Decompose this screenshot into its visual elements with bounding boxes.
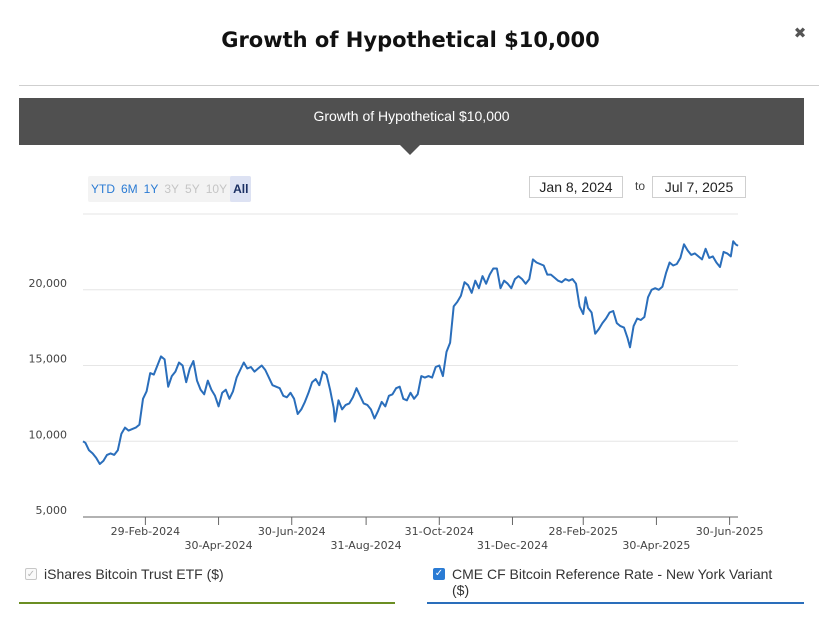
range-all-button[interactable]: All: [230, 176, 252, 202]
y-axis-ticks: 5,000 10,000 15,000 20,000: [29, 277, 68, 517]
x-tick-label: 30-Apr-2024: [185, 539, 253, 552]
modal-title: Growth of Hypothetical $10,000: [221, 28, 600, 52]
y-tick-label: 10,000: [29, 428, 68, 441]
x-axis: 29-Feb-2024 30-Apr-2024 30-Jun-2024 31-Aug-…: [83, 516, 764, 552]
range-selector: YTD 6M 1Y 3Y 5Y 10Y All: [88, 176, 252, 202]
range-3y-button: 3Y: [164, 182, 180, 196]
range-10y-button: 10Y: [205, 182, 228, 196]
x-tick-label: 29-Feb-2024: [111, 525, 180, 538]
title-divider: [19, 85, 819, 86]
y-tick-label: 15,000: [29, 353, 68, 366]
range-1y-button[interactable]: 1Y: [143, 182, 159, 196]
chart-gridlines: [83, 213, 738, 442]
legend-checkbox-ishares[interactable]: ✓: [25, 568, 37, 580]
x-tick-label: 30-Jun-2024: [258, 525, 326, 538]
x-tick-label: 31-Oct-2024: [405, 525, 474, 538]
date-from-input[interactable]: Jan 8, 2024: [529, 176, 623, 198]
range-6m-button[interactable]: 6M: [121, 182, 138, 196]
x-tick-label: 31-Dec-2024: [477, 539, 548, 552]
date-range-separator: to: [635, 179, 646, 193]
chart-title: Growth of Hypothetical $10,000: [313, 108, 510, 124]
range-5y-button: 5Y: [185, 182, 200, 196]
banner-caret-icon: [400, 145, 420, 155]
legend-underline-cme-cf: [427, 602, 804, 604]
x-tick-label: 30-Jun-2025: [696, 525, 764, 538]
x-tick-label: 28-Feb-2025: [549, 525, 618, 538]
y-tick-label: 5,000: [36, 504, 68, 517]
x-tick-label: 31-Aug-2024: [331, 539, 402, 552]
legend-label-cme-cf: CME CF Bitcoin Reference Rate - New York…: [452, 566, 773, 598]
chart-title-banner: Growth of Hypothetical $10,000: [19, 98, 804, 145]
legend-item-ishares[interactable]: ✓ iShares Bitcoin Trust ETF ($): [25, 566, 224, 582]
date-to-input[interactable]: Jul 7, 2025: [652, 176, 746, 198]
range-ytd-button[interactable]: YTD: [91, 182, 115, 196]
legend-item-cme-cf[interactable]: ✓ CME CF Bitcoin Reference Rate - New Yo…: [433, 566, 803, 598]
chart-series: [82, 240, 739, 465]
legend-underline-ishares: [19, 602, 395, 604]
legend-label-ishares: iShares Bitcoin Trust ETF ($): [44, 566, 224, 582]
legend-checkbox-cme-cf[interactable]: ✓: [433, 568, 445, 580]
y-tick-label: 20,000: [29, 277, 68, 290]
series-line-cme-cf: [82, 240, 739, 465]
x-tick-label: 30-Apr-2025: [622, 539, 690, 552]
close-icon[interactable]: ✖: [793, 24, 807, 42]
